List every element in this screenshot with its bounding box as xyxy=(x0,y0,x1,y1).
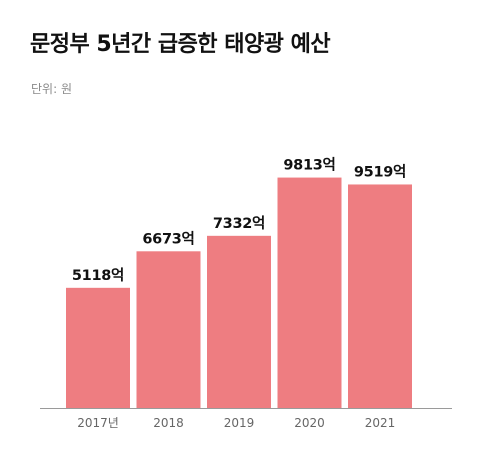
value-labels-group: 5118억 6673억 7332억 9813억 9519억 xyxy=(72,156,407,284)
bar-2017년 xyxy=(66,287,130,408)
value-label-2021: 9519억 xyxy=(354,162,406,180)
value-label-2018: 6673억 xyxy=(142,229,194,247)
value-label-2019: 7332억 xyxy=(213,214,265,232)
bar-2020 xyxy=(277,177,342,408)
tick-label-2021: 2021 xyxy=(365,416,396,430)
bar-2018 xyxy=(136,251,201,408)
unit-label: 단위: 원 xyxy=(31,82,72,96)
value-label-2020: 9813억 xyxy=(283,156,335,174)
bar-2021 xyxy=(348,184,412,408)
bar-2019 xyxy=(207,235,271,408)
bars-group xyxy=(66,177,412,408)
tick-label-2019: 2019 xyxy=(224,416,255,430)
value-label-2017년: 5118억 xyxy=(72,266,124,284)
chart-title: 문정부 5년간 급증한 태양광 예산 xyxy=(30,32,331,57)
tick-label-2018: 2018 xyxy=(153,416,184,430)
tick-labels-group: 2017년 2018 2019 2020 2021 xyxy=(77,416,395,430)
tick-label-2020: 2020 xyxy=(294,416,325,430)
tick-label-2017년: 2017년 xyxy=(77,416,119,430)
